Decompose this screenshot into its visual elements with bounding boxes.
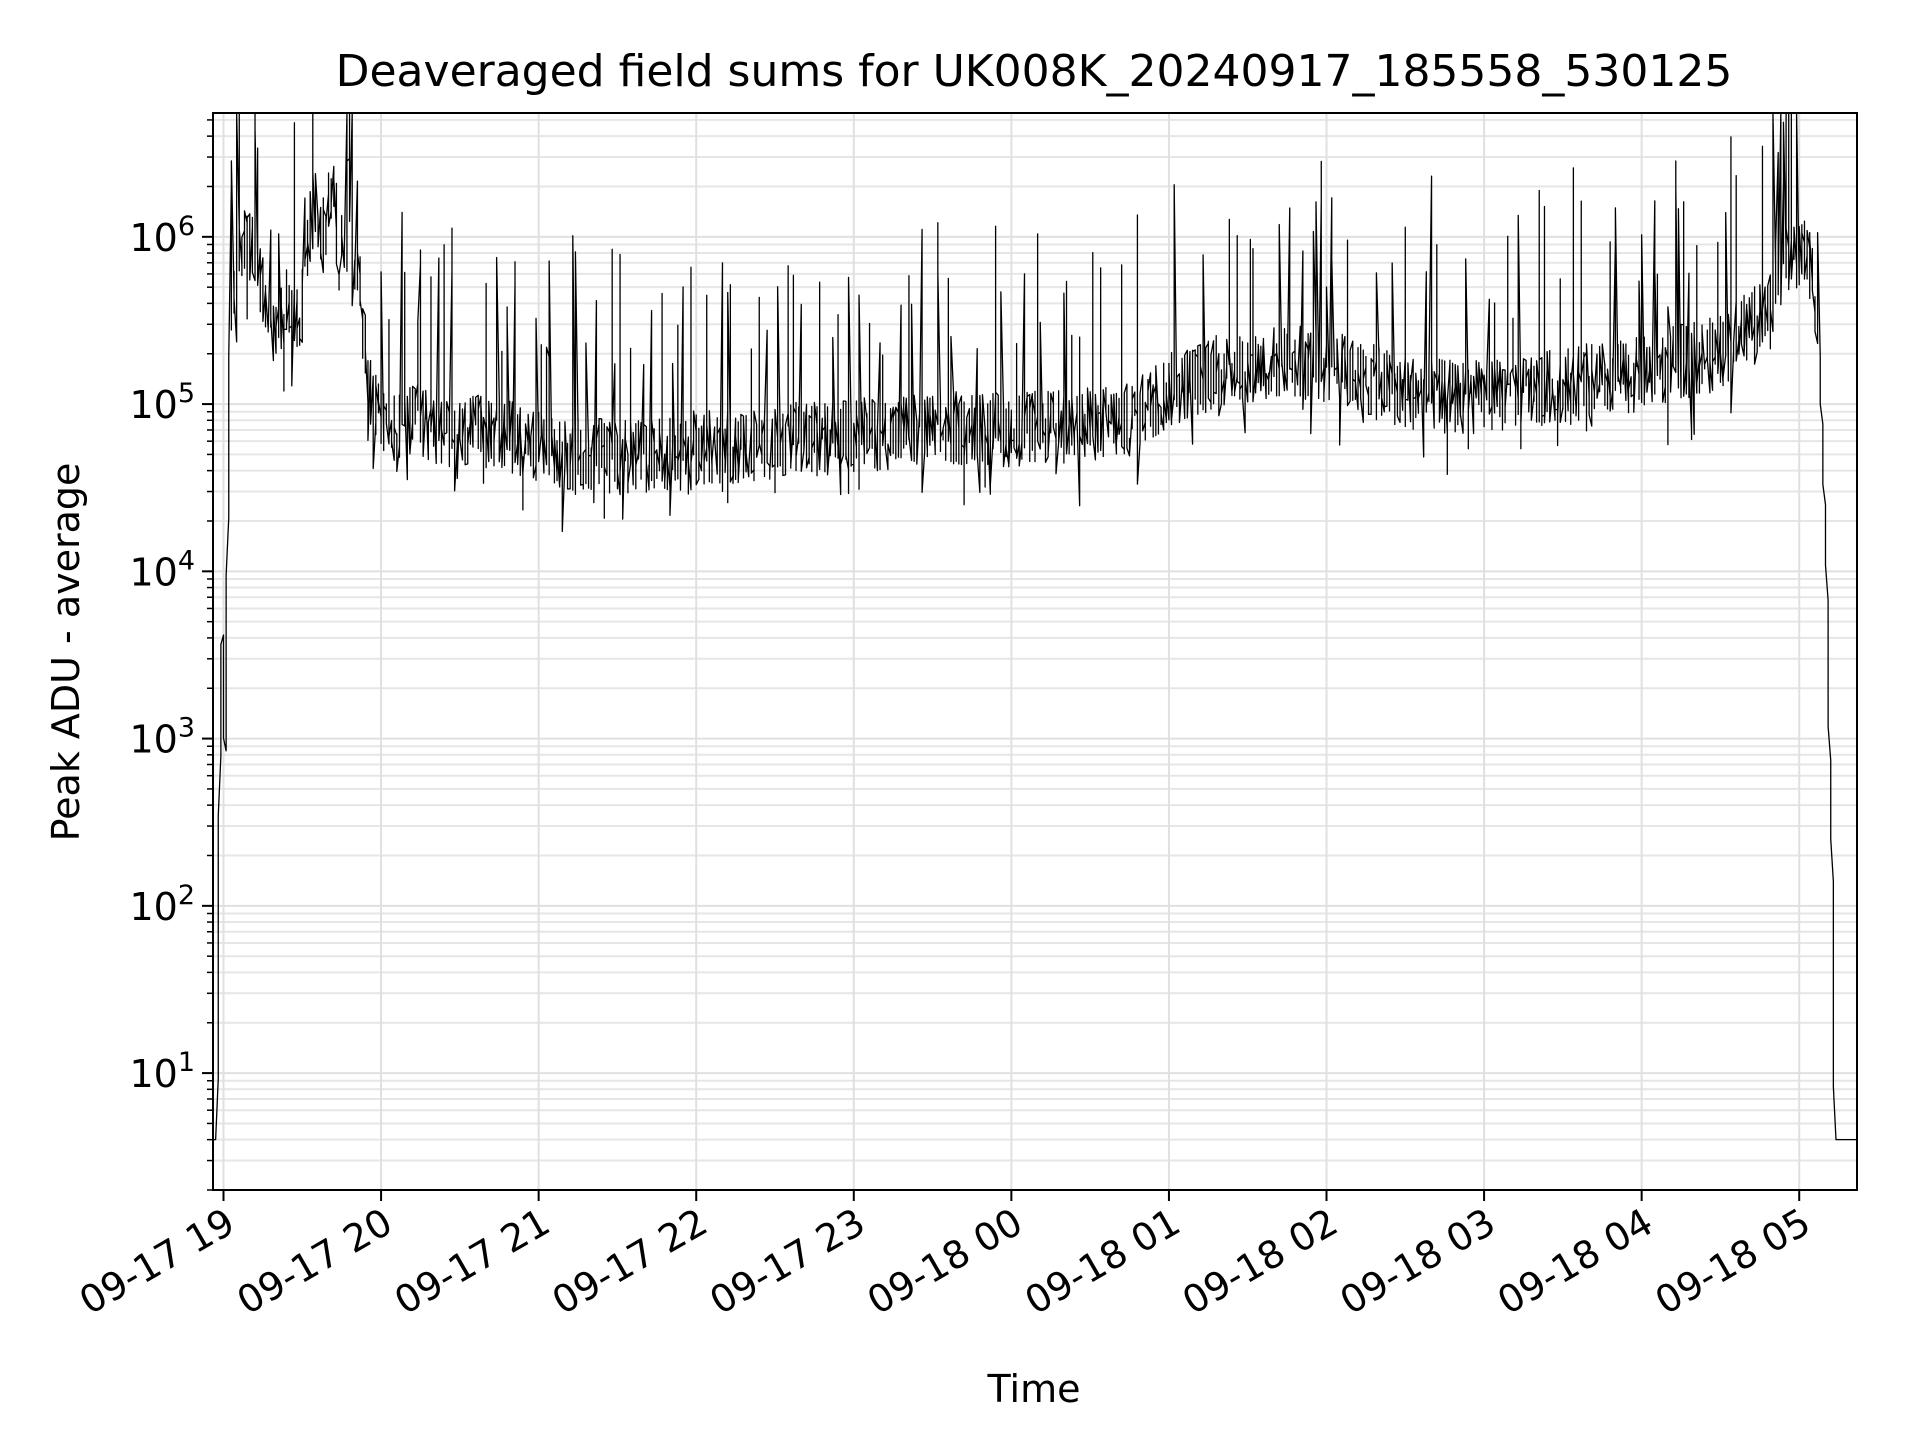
- y-tick-label: 102: [129, 880, 195, 929]
- y-tick-label: 105: [129, 378, 195, 427]
- y-axis-label: Peak ADU - average: [44, 463, 88, 842]
- x-axis-label: Time: [987, 1367, 1081, 1411]
- series-layer: [213, 112, 1857, 1141]
- y-axis: 101 102 103 104 105 106: [129, 119, 213, 1191]
- minor-gridlines: [213, 118, 1857, 1191]
- chart-title: Deaveraged field sums for UK008K_2024091…: [336, 46, 1733, 97]
- y-tick-label: 106: [129, 211, 195, 260]
- y-tick-label: 103: [129, 713, 195, 762]
- y-tick-label: 101: [129, 1047, 195, 1096]
- y-tick-label: 104: [129, 545, 195, 594]
- plot-frame: [212, 112, 1858, 1191]
- series-line: [213, 112, 1857, 1141]
